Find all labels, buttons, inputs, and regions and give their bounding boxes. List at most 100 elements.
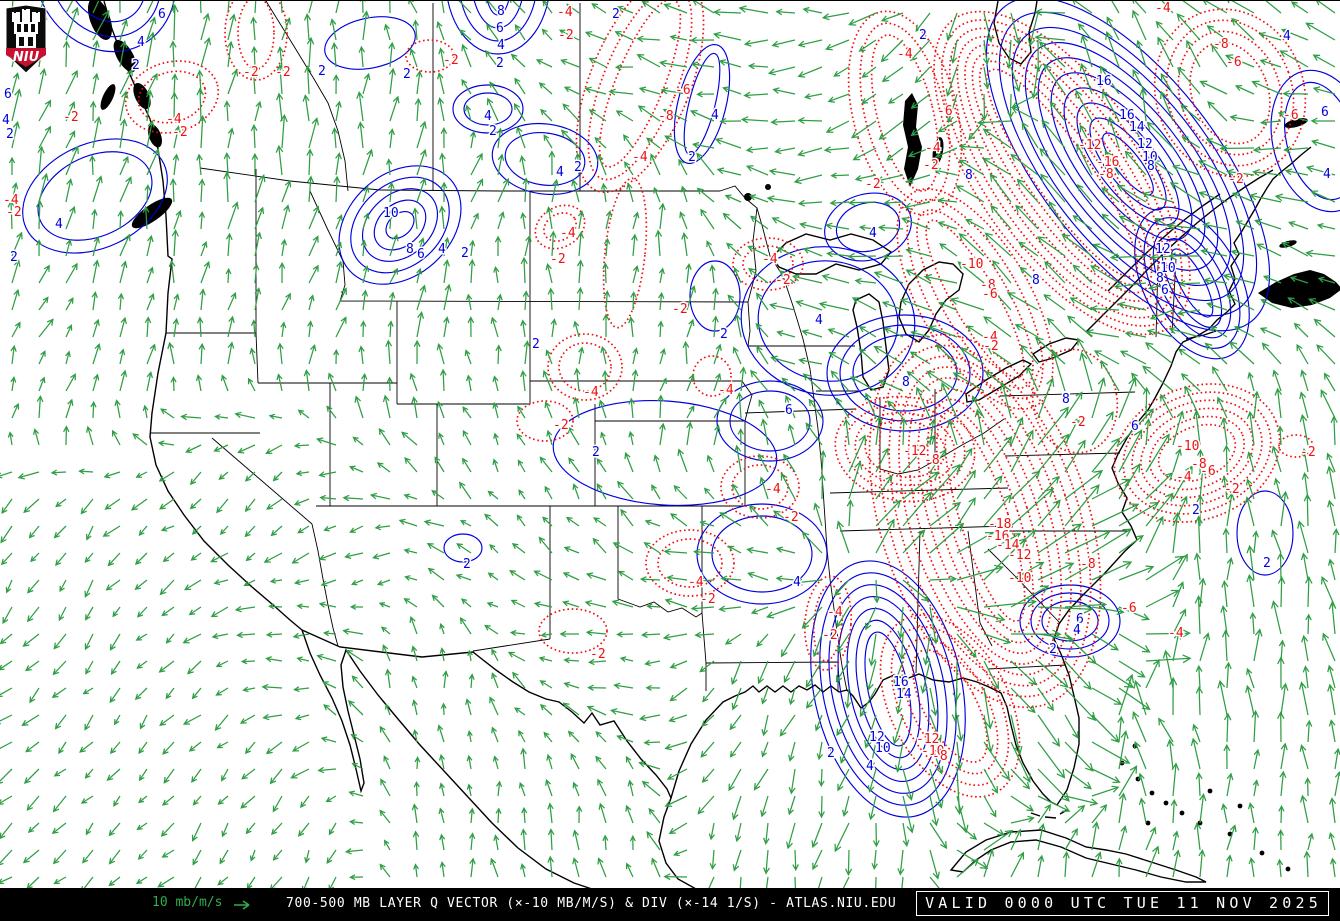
svg-text:-2: -2 <box>923 158 939 173</box>
svg-text:-4: -4 <box>765 482 781 497</box>
svg-text:-2: -2 <box>590 647 606 662</box>
svg-text:-8: -8 <box>658 109 674 124</box>
svg-text:-4: -4 <box>560 226 576 241</box>
svg-text:-2: -2 <box>783 510 799 525</box>
svg-text:-2: -2 <box>1228 172 1244 187</box>
svg-text:4: 4 <box>497 38 505 53</box>
svg-text:-2: -2 <box>550 252 566 267</box>
svg-text:2: 2 <box>612 7 620 22</box>
svg-text:4: 4 <box>2 113 10 128</box>
svg-text:4: 4 <box>711 108 719 123</box>
svg-text:-12: -12 <box>916 732 939 747</box>
svg-text:16: 16 <box>893 675 909 690</box>
svg-text:12: 12 <box>869 730 885 745</box>
svg-text:6: 6 <box>1131 419 1139 434</box>
svg-text:-4: -4 <box>1155 1 1171 16</box>
svg-text:6: 6 <box>785 403 793 418</box>
svg-text:4: 4 <box>137 35 145 50</box>
svg-text:-2: -2 <box>443 53 459 68</box>
svg-text:-10: -10 <box>1176 439 1199 454</box>
logo-red-band <box>6 48 46 67</box>
svg-text:4: 4 <box>1073 623 1081 638</box>
svg-text:2: 2 <box>532 337 540 352</box>
svg-text:2: 2 <box>403 67 411 82</box>
vector-scale-arrow-icon <box>234 900 250 910</box>
svg-text:2: 2 <box>496 56 504 71</box>
svg-text:2: 2 <box>919 28 927 43</box>
svg-text:8: 8 <box>1156 271 1164 286</box>
svg-text:2: 2 <box>827 746 835 761</box>
svg-text:16: 16 <box>1096 74 1112 89</box>
svg-text:-4: -4 <box>1168 626 1184 641</box>
svg-text:-2: -2 <box>865 177 881 192</box>
svg-text:2: 2 <box>1192 503 1200 518</box>
svg-text:-10: -10 <box>921 744 944 759</box>
svg-text:-12: -12 <box>1008 548 1031 563</box>
svg-text:14: 14 <box>896 687 912 702</box>
svg-text:-4: -4 <box>166 112 182 127</box>
svg-text:4: 4 <box>866 759 874 774</box>
svg-text:-14: -14 <box>996 538 1020 553</box>
svg-text:-8: -8 <box>1098 167 1114 182</box>
svg-text:2: 2 <box>10 250 18 265</box>
svg-text:2: 2 <box>1049 642 1057 657</box>
svg-text:6: 6 <box>1161 283 1169 298</box>
svg-text:4: 4 <box>815 313 823 328</box>
svg-text:4: 4 <box>438 242 446 257</box>
svg-text:8: 8 <box>1062 392 1070 407</box>
svg-text:2: 2 <box>318 64 326 79</box>
svg-text:2: 2 <box>489 124 497 139</box>
svg-text:4: 4 <box>1323 167 1331 182</box>
svg-text:8: 8 <box>406 242 414 257</box>
svg-text:-4: -4 <box>827 605 843 620</box>
svg-text:-2: -2 <box>775 273 791 288</box>
svg-text:-2: -2 <box>983 339 999 354</box>
svg-text:-2: -2 <box>1070 415 1086 430</box>
svg-text:6: 6 <box>417 247 425 262</box>
svg-text:-16: -16 <box>1096 155 1119 170</box>
svg-text:-4: -4 <box>982 330 998 345</box>
svg-text:-10: -10 <box>960 257 983 272</box>
svg-text:6: 6 <box>496 21 504 36</box>
svg-text:10: 10 <box>383 206 399 221</box>
svg-text:10: 10 <box>1160 261 1176 276</box>
svg-text:4: 4 <box>793 575 801 590</box>
svg-text:8: 8 <box>1147 159 1155 174</box>
svg-text:-6: -6 <box>1121 601 1137 616</box>
svg-text:-2: -2 <box>558 28 574 43</box>
svg-text:12: 12 <box>1155 242 1171 257</box>
svg-text:2: 2 <box>574 160 582 175</box>
svg-text:-6: -6 <box>675 83 691 98</box>
svg-text:-6: -6 <box>937 104 953 119</box>
svg-text:-4: -4 <box>688 575 704 590</box>
svg-text:4: 4 <box>1283 29 1291 44</box>
svg-text:-6: -6 <box>1283 108 1299 123</box>
svg-text:-2: -2 <box>172 125 188 140</box>
svg-text:2: 2 <box>720 327 728 342</box>
svg-text:-8: -8 <box>1080 557 1096 572</box>
svg-text:-2: -2 <box>553 418 569 433</box>
svg-text:16: 16 <box>1119 108 1135 123</box>
svg-text:-18: -18 <box>988 517 1011 532</box>
svg-text:6: 6 <box>158 7 166 22</box>
svg-text:-8: -8 <box>1213 37 1229 52</box>
svg-text:-4: -4 <box>718 383 734 398</box>
svg-text:-12: -12 <box>1078 138 1101 153</box>
svg-text:2: 2 <box>6 127 14 142</box>
logo-castle-windows <box>14 7 38 46</box>
svg-text:12: 12 <box>1137 137 1153 152</box>
svg-text:-12: -12 <box>903 444 926 459</box>
svg-text:-8: -8 <box>932 749 948 764</box>
svg-text:6: 6 <box>1321 105 1329 120</box>
svg-text:2: 2 <box>132 58 140 73</box>
svg-text:6: 6 <box>1076 612 1084 627</box>
svg-text:-2: -2 <box>1224 482 1240 497</box>
svg-text:8: 8 <box>1032 273 1040 288</box>
svg-text:8: 8 <box>965 168 973 183</box>
svg-text:-2: -2 <box>1300 445 1316 460</box>
svg-text:-8: -8 <box>980 278 996 293</box>
svg-text:4: 4 <box>869 226 877 241</box>
svg-text:-2: -2 <box>275 65 291 80</box>
svg-text:2: 2 <box>592 445 600 460</box>
